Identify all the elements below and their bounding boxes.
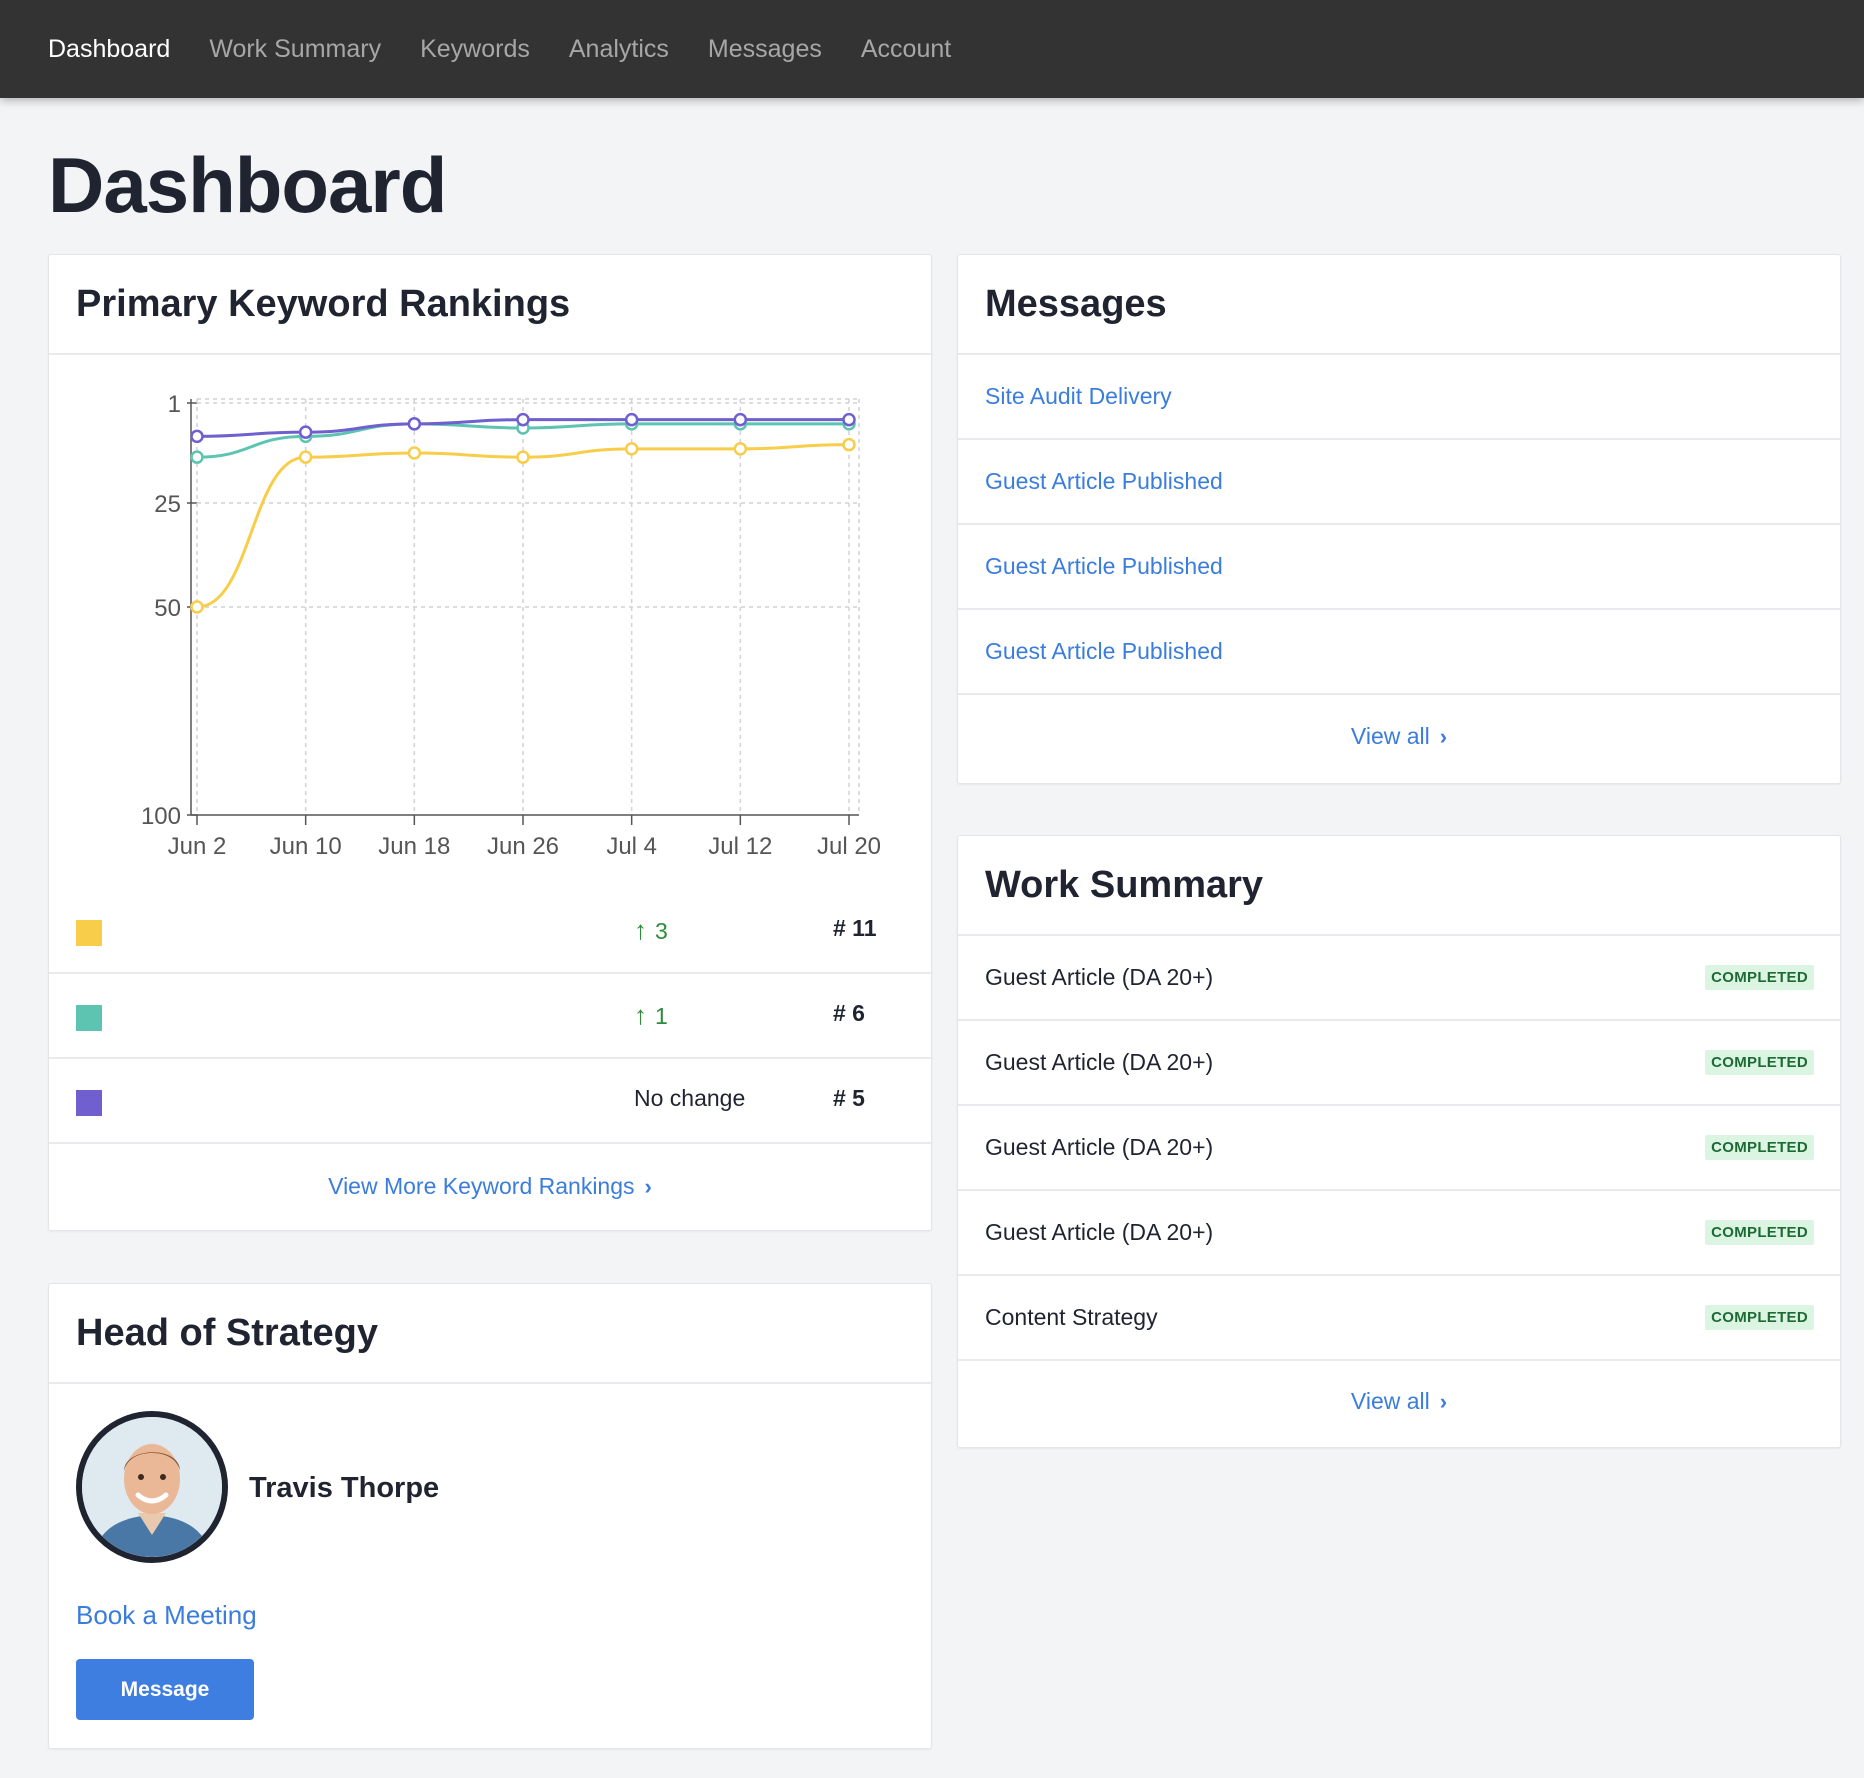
keyword-name[interactable] (136, 996, 556, 1036)
keyword-name (136, 911, 556, 951)
keyword-rank: # 5 (833, 1085, 865, 1111)
status-badge: COMPLETED (1705, 1050, 1814, 1075)
keyword-name (136, 1081, 556, 1121)
status-badge: COMPLETED (1705, 1135, 1814, 1160)
view-more-keyword-rankings-link[interactable]: View More Keyword Rankings › (49, 1173, 931, 1200)
y-tick-label: 100 (141, 803, 181, 830)
x-tick-label: Jul 20 (817, 833, 881, 860)
series-line (196, 443, 850, 609)
keyword-color-swatch (76, 1005, 102, 1031)
work-summary-view-all-label: View all (1350, 1388, 1430, 1414)
x-tick-label: Jul 12 (708, 833, 772, 860)
messages-view-all-link[interactable]: View all › (958, 723, 1840, 750)
view-more-keyword-rankings-label: View More Keyword Rankings (328, 1173, 635, 1199)
head-of-strategy-card: Head of Strategy Travis Thorpe Book a Me… (48, 1283, 932, 1749)
arrow-up-icon: ↑ (634, 1000, 647, 1030)
x-tick-label: Jul 4 (606, 833, 657, 860)
data-point (190, 429, 204, 444)
status-badge: COMPLETED (1705, 1305, 1814, 1330)
keyword-row[interactable]: ↑ 1 # 6 (49, 974, 931, 1059)
data-point (842, 412, 856, 427)
work-item-label: Guest Article (DA 20+) (985, 1049, 1214, 1075)
keyword-change-value: 1 (655, 1003, 668, 1029)
work-summary-item[interactable]: Guest Article (DA 20+) COMPLETED (958, 936, 1840, 1021)
x-tick-label: Jun 26 (487, 833, 559, 860)
nav-account[interactable]: Account (860, 34, 952, 63)
work-item-label: Guest Article (DA 20+) (985, 1134, 1214, 1160)
keyword-row[interactable]: No change # 5 (49, 1059, 931, 1144)
messages-card: Messages Site Audit Delivery Guest Artic… (957, 254, 1841, 784)
data-point (407, 446, 422, 460)
avatar (76, 1411, 228, 1563)
work-summary-item[interactable]: Content Strategy COMPLETED (958, 1276, 1840, 1361)
nav-analytics[interactable]: Analytics (568, 34, 669, 63)
keyword-change-value: 3 (655, 918, 668, 944)
status-badge: COMPLETED (1705, 1220, 1814, 1245)
x-tick-label: Jun 10 (270, 833, 342, 860)
nav-work-summary[interactable]: Work Summary (209, 34, 382, 63)
keyword-rankings-title: Primary Keyword Rankings (49, 255, 931, 355)
x-tick-label: Jun 2 (168, 833, 227, 860)
x-tick-label: Jun 18 (378, 833, 450, 860)
keyword-change: ↑ 1 (634, 1000, 668, 1031)
work-item-label: Guest Article (DA 20+) (985, 1219, 1214, 1245)
y-tick-label: 50 (154, 595, 181, 622)
data-point (516, 450, 530, 464)
data-point (842, 437, 856, 452)
data-point (407, 417, 422, 431)
data-point (298, 425, 313, 439)
strategist-name: Travis Thorpe (249, 1472, 440, 1504)
data-point (733, 442, 748, 456)
messages-view-all-label: View all (1350, 723, 1430, 749)
keyword-rankings-chart: 1 25 50 100 Jun 2 Jun 10 Jun 18 Jun 26 Jul 4 Jul … (141, 391, 881, 860)
data-point (733, 412, 748, 427)
arrow-up-icon: ↑ (634, 915, 647, 945)
keyword-rank: # 6 (833, 1000, 865, 1026)
page-title: Dashboard (48, 141, 447, 229)
keyword-rankings-card: Primary Keyword Rankings 1 25 50 100 Jun 2 Ju… (48, 254, 932, 1231)
data-point (516, 412, 530, 427)
keyword-change: ↑ 3 (634, 915, 668, 946)
nav-keywords[interactable]: Keywords (420, 34, 530, 63)
head-of-strategy-title: Head of Strategy (49, 1284, 931, 1384)
y-tick-label: 25 (154, 491, 181, 518)
keyword-rank: # 11 (833, 915, 877, 941)
work-item-label: Content Strategy (985, 1304, 1158, 1330)
work-summary-title: Work Summary (958, 836, 1840, 936)
keyword-rankings-chart-area: 1 25 50 100 Jun 2 Jun 10 Jun 18 Jun 26 Jul 4 Jul … (49, 355, 931, 1141)
messages-title: Messages (958, 255, 1840, 355)
data-point (624, 412, 639, 427)
data-point (624, 442, 639, 456)
data-point (190, 450, 204, 464)
keyword-color-swatch (76, 920, 102, 946)
keyword-row[interactable]: ↑ 3 # 11 (49, 889, 931, 974)
top-navigation: Dashboard Work Summary Keywords Analytic… (0, 0, 1864, 98)
nav-dashboard[interactable]: Dashboard (48, 34, 171, 63)
work-summary-item[interactable]: Guest Article (DA 20+) COMPLETED (958, 1106, 1840, 1191)
work-item-label: Guest Article (DA 20+) (985, 964, 1214, 990)
chevron-right-icon: › (1439, 1389, 1448, 1414)
avatar-portrait (82, 1417, 222, 1557)
work-summary-card: Work Summary Guest Article (DA 20+) COMP… (957, 835, 1841, 1448)
message-item[interactable]: Site Audit Delivery (958, 355, 1840, 440)
data-point (190, 600, 204, 614)
status-badge: COMPLETED (1705, 965, 1814, 990)
work-summary-view-all-link[interactable]: View all › (958, 1388, 1840, 1415)
keyword-color-swatch (76, 1090, 102, 1116)
nav-messages[interactable]: Messages (707, 34, 822, 63)
data-point (298, 450, 313, 464)
message-button[interactable]: Message (76, 1659, 254, 1720)
chevron-right-icon: › (1439, 724, 1448, 749)
book-meeting-link[interactable]: Book a Meeting (76, 1600, 257, 1630)
message-item[interactable]: Guest Article Published (958, 610, 1840, 695)
message-item[interactable]: Guest Article Published (958, 525, 1840, 610)
chevron-right-icon: › (644, 1174, 652, 1199)
work-summary-item[interactable]: Guest Article (DA 20+) COMPLETED (958, 1021, 1840, 1106)
keyword-change: No change (634, 1085, 746, 1111)
work-summary-item[interactable]: Guest Article (DA 20+) COMPLETED (958, 1191, 1840, 1276)
y-tick-label: 1 (168, 391, 181, 418)
message-item[interactable]: Guest Article Published (958, 440, 1840, 525)
